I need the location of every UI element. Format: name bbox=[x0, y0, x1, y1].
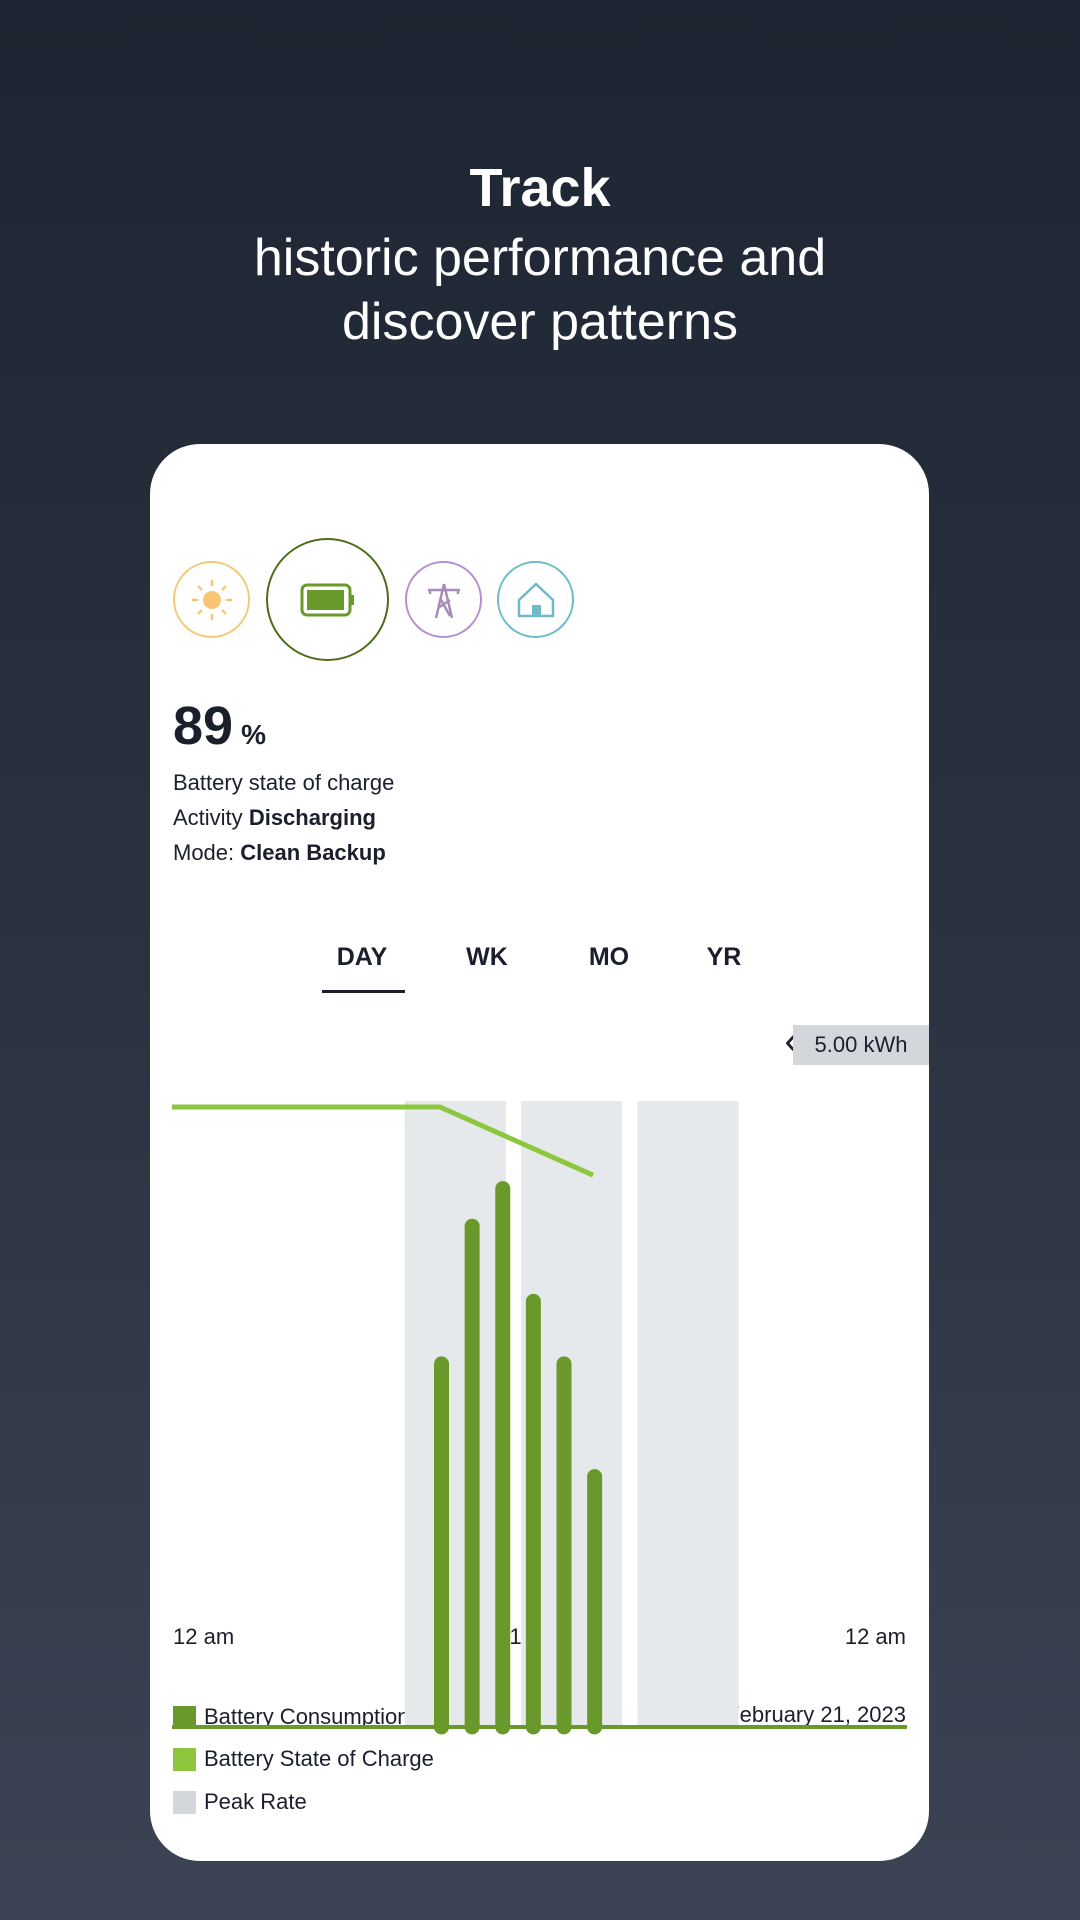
power-tower-icon bbox=[427, 583, 460, 618]
battery-button[interactable] bbox=[266, 538, 389, 661]
state-of-charge-line bbox=[172, 1104, 595, 1178]
legend-item: Battery State of Charge bbox=[173, 1746, 434, 1772]
legend-item: Battery Consumption bbox=[173, 1704, 409, 1730]
hero-subtitle-line: discover patterns bbox=[342, 293, 738, 351]
legend-label: Peak Rate bbox=[204, 1789, 307, 1814]
legend-swatch bbox=[173, 1705, 196, 1729]
hero-title: Track bbox=[469, 158, 611, 218]
charge-unit: % bbox=[241, 719, 266, 750]
mode-value: Clean Backup bbox=[240, 840, 386, 865]
sun-icon bbox=[191, 579, 232, 620]
battery-card: ‹ › 89% Battery state of charge Activity… bbox=[150, 444, 929, 1861]
activity-value: Discharging bbox=[248, 805, 376, 830]
mode-row: Mode: Clean Backup bbox=[173, 840, 386, 866]
tab-month[interactable]: MO bbox=[588, 943, 630, 971]
x-tick-label: 12 am bbox=[844, 1624, 906, 1649]
grid-button[interactable] bbox=[405, 561, 482, 638]
battery-chart bbox=[172, 1101, 907, 1735]
charge-label: Battery state of charge bbox=[173, 770, 395, 795]
scale-label: 5.00 kWh bbox=[793, 1025, 929, 1065]
mode-label: Mode: bbox=[173, 840, 235, 865]
legend-item: Peak Rate bbox=[173, 1789, 307, 1815]
activity-row: Activity Discharging bbox=[173, 805, 376, 831]
chart-date: February 21, 2023 bbox=[726, 1702, 906, 1727]
peak-rate-band bbox=[404, 1101, 506, 1727]
home-icon bbox=[517, 582, 554, 617]
solar-button[interactable] bbox=[173, 561, 250, 638]
tab-week[interactable]: WK bbox=[466, 943, 508, 971]
tab-day[interactable]: DAY bbox=[336, 943, 388, 971]
legend-swatch bbox=[173, 1747, 196, 1771]
hero-subtitle: historic performance and discover patter… bbox=[0, 226, 1080, 354]
activity-label: Activity bbox=[173, 805, 243, 830]
battery-icon bbox=[300, 583, 354, 616]
tab-year[interactable]: YR bbox=[706, 943, 742, 971]
legend-label: Battery Consumption bbox=[204, 1704, 410, 1729]
legend-label: Battery State of Charge bbox=[204, 1746, 434, 1771]
legend-swatch bbox=[173, 1790, 196, 1814]
hero-subtitle-line: historic performance and bbox=[253, 229, 827, 287]
active-tab-indicator bbox=[322, 990, 405, 993]
peak-rate-band bbox=[637, 1101, 739, 1727]
charge-number: 89 bbox=[173, 696, 234, 756]
home-button[interactable] bbox=[497, 561, 574, 638]
x-tick-label: 12 am bbox=[173, 1624, 235, 1649]
charge-value: 89% bbox=[173, 696, 266, 756]
